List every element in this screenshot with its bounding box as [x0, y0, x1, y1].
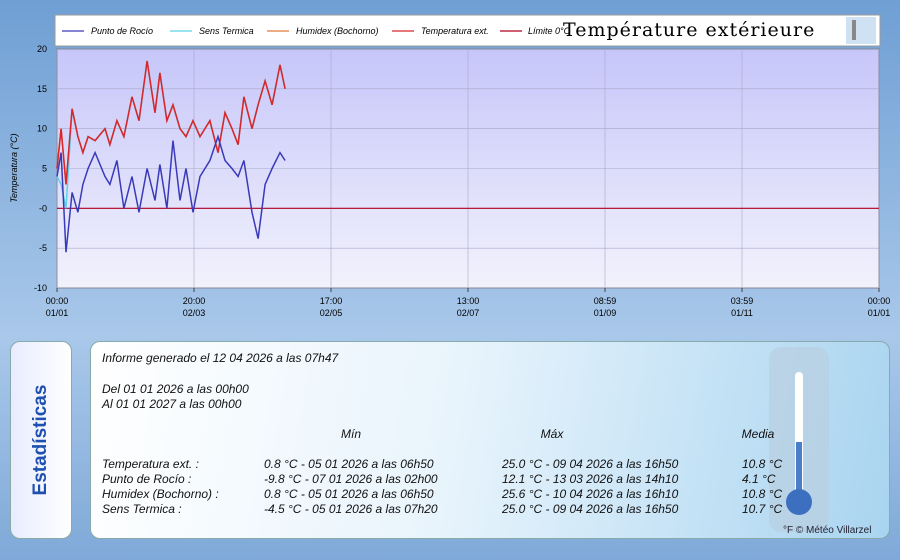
stat-value: -9.8 °C - 07 01 2026 a las 02h00	[264, 472, 438, 486]
row-label: Punto de Rocío :	[102, 472, 192, 486]
y-tick-label: -5	[39, 243, 47, 253]
chart: Température extérieure Temperatura (°C) …	[9, 14, 891, 318]
y-tick-label: 15	[37, 84, 47, 94]
stat-value: 25.0 °C - 09 04 2026 a las 16h50	[502, 502, 679, 516]
y-axis-label: Temperatura (°C)	[9, 133, 19, 202]
stats-tab: Estadísticas	[10, 341, 72, 539]
x-tick-label: 00:00 01/01	[46, 296, 69, 318]
y-tick-label: 5	[42, 164, 47, 174]
legend-label: Temperatura ext.	[421, 26, 489, 36]
series-line	[56, 60, 286, 185]
period-to: Al 01 01 2027 a las 00h00	[102, 397, 242, 411]
report: Informe generado el 12 04 2026 a las 07h…	[102, 351, 339, 365]
tab-label: Estadísticas	[30, 384, 51, 496]
stat-value: 25.0 °C - 09 04 2026 a las 16h50	[502, 457, 679, 471]
x-tick-label: 13:00 02/07	[457, 296, 480, 318]
period-from: Del 01 01 2026 a las 00h00	[102, 382, 249, 396]
y-tick-label: -10	[34, 283, 47, 293]
credit: °F © Météo Villarzel	[783, 525, 872, 536]
stats-panel: Informe generado el 12 04 2026 a las 07h…	[90, 341, 890, 539]
legend-label: Punto de Rocío	[91, 26, 153, 36]
column-header: Mín	[340, 427, 362, 441]
stat-value: 10.7 °C	[742, 502, 783, 516]
stat-value: 25.6 °C - 10 04 2026 a las 16h10	[502, 487, 679, 501]
y-tick-label: 20	[37, 44, 47, 54]
x-tick-label: 00:00 01/01	[868, 296, 891, 318]
thermometer-image	[769, 347, 829, 532]
legend-label: Sens Termica	[199, 26, 254, 36]
column-header: Media	[741, 427, 775, 441]
row-label: Humidex (Bochorno) :	[102, 487, 219, 501]
series-line	[56, 134, 286, 253]
stat-value: 4.1 °C	[742, 472, 776, 486]
stat-value: 12.1 °C - 13 03 2026 a las 14h10	[502, 472, 679, 486]
x-tick-label: 20:00 02/03	[183, 296, 206, 318]
row-label: Temperatura ext. :	[102, 457, 199, 471]
y-tick-label: 10	[37, 124, 47, 134]
x-tick-label: 03:59 01/11	[731, 296, 754, 318]
x-tick-label: 08:59 01/09	[594, 296, 617, 318]
x-tick-label: 17:00 02/05	[320, 296, 343, 318]
y-tick-label: -0	[39, 203, 47, 213]
stat-value: 0.8 °C - 05 01 2026 a las 06h50	[264, 487, 434, 501]
legend-box	[54, 14, 881, 47]
legend-label: Límite 0°C	[528, 26, 571, 36]
column-header: Máx	[540, 427, 564, 441]
stat-value: 10.8 °C	[742, 487, 783, 501]
stat-value: -4.5 °C - 05 01 2026 a las 07h20	[264, 502, 438, 516]
legend-label: Humidex (Bochorno)	[296, 26, 379, 36]
icon	[846, 17, 876, 44]
stat-value: 0.8 °C - 05 01 2026 a las 06h50	[264, 457, 434, 471]
stat-value: 10.8 °C	[742, 457, 783, 471]
chart-title: Température extérieure	[563, 19, 815, 41]
row-label: Sens Termica :	[102, 502, 182, 516]
